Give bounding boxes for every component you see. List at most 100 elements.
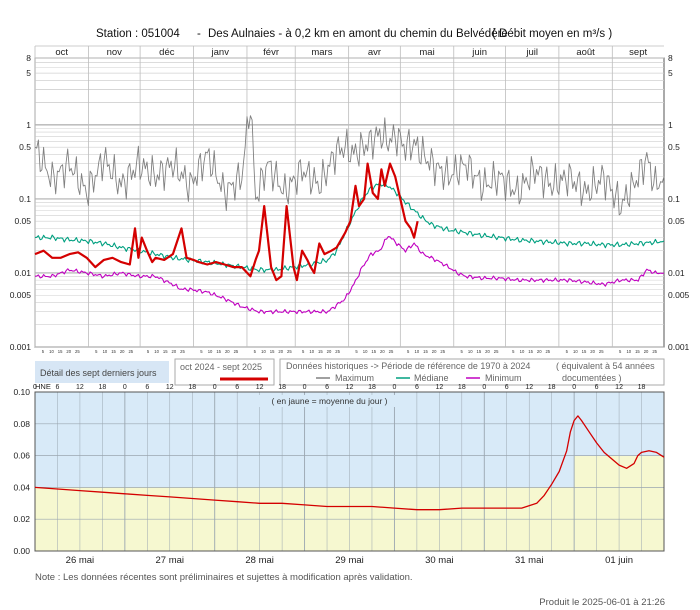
recent-hour-tick-label: 6 xyxy=(56,384,60,391)
annual-month-label: sept xyxy=(629,47,647,58)
annual-day-tick-label: 25 xyxy=(545,349,550,354)
annual-day-tick-label: 25 xyxy=(234,349,239,354)
annual-day-tick-label: 15 xyxy=(216,349,221,354)
annual-day-tick-label: 20 xyxy=(537,349,542,354)
annual-day-tick-label: 15 xyxy=(58,349,63,354)
maximum-legend-label: Maximum xyxy=(335,373,374,383)
annual-day-tick-label: 5 xyxy=(619,349,622,354)
annual-day-tick-label: 25 xyxy=(440,349,445,354)
annual-day-tick-label: 15 xyxy=(111,349,116,354)
annual-y-tick-left: 5 xyxy=(26,68,31,78)
annual-y-tick-right: 1 xyxy=(668,120,673,130)
annual-day-tick-label: 10 xyxy=(261,349,266,354)
annual-day-tick-label: 15 xyxy=(635,349,640,354)
annual-day-tick-label: 25 xyxy=(180,349,185,354)
annual-day-tick-label: 10 xyxy=(309,349,314,354)
recent-title-backdrop xyxy=(252,395,407,407)
annual-chart-series xyxy=(34,115,665,315)
annual-month-label: févr xyxy=(263,47,279,58)
annual-day-tick-label: 25 xyxy=(75,349,80,354)
annual-day-tick-label: 5 xyxy=(566,349,569,354)
recent-hour-tick-label: 12 xyxy=(256,384,264,391)
annual-y-tick-right: 8 xyxy=(668,53,673,63)
annual-day-tick-label: 5 xyxy=(147,349,150,354)
annual-y-tick-left: 1 xyxy=(26,120,31,130)
annual-y-tick-right: 0.01 xyxy=(668,268,685,278)
annual-day-tick-label: 25 xyxy=(389,349,394,354)
recent-days-box xyxy=(35,361,169,383)
recent-chart-series xyxy=(34,415,665,511)
recent-y-tick-label: 0.04 xyxy=(13,482,30,492)
annual-y-tick-right: 0.05 xyxy=(668,216,685,226)
annual-day-tick-label: 5 xyxy=(200,349,203,354)
annual-day-tick-label: 10 xyxy=(208,349,213,354)
recent-day-label: 01 juin xyxy=(605,555,633,566)
annual-y-tick-right: 0.5 xyxy=(668,142,680,152)
annual-y-tick-right: 0.1 xyxy=(668,194,680,204)
recent-hour-tick-label: 12 xyxy=(525,384,533,391)
annual-day-tick-label: 25 xyxy=(128,349,133,354)
recent-hour-tick-label: 18 xyxy=(548,384,556,391)
recent-hour-tick-label: 6 xyxy=(145,384,149,391)
unit-label: ( Débit moyen en m³/s ) xyxy=(492,28,612,40)
annual-y-tick-left: 0.001 xyxy=(10,342,32,352)
recent-hour-tick-label: 18 xyxy=(368,384,376,391)
annual-month-label: déc xyxy=(159,47,175,58)
recent-hour-tick-label: 6 xyxy=(505,384,509,391)
annual-day-tick-label: 20 xyxy=(327,349,332,354)
recent-y-tick-label: 0.10 xyxy=(13,387,30,397)
annual-month-label: juil xyxy=(525,47,538,58)
annual-month-label: juin xyxy=(471,47,487,58)
historical-period-label: Données historiques -> Période de référe… xyxy=(286,361,530,371)
recent-y-tick-label: 0.00 xyxy=(13,546,30,556)
annual-day-tick-label: 20 xyxy=(278,349,283,354)
annual-day-tick-label: 10 xyxy=(468,349,473,354)
annual-month-label: nov xyxy=(107,47,123,58)
annual-y-tick-left: 0.01 xyxy=(14,268,31,278)
annual-day-tick-label: 25 xyxy=(494,349,499,354)
recent-flow-line xyxy=(34,415,665,511)
station-label: Station : 051004 xyxy=(96,28,180,40)
recent-day-label: 31 mai xyxy=(515,555,544,566)
median-legend-label: Médiane xyxy=(414,373,449,383)
annual-month-label: mai xyxy=(419,47,434,58)
annual-day-tick-label: 10 xyxy=(103,349,108,354)
annual-day-tick-label: 20 xyxy=(485,349,490,354)
annual-day-tick-label: 20 xyxy=(644,349,649,354)
annual-day-tick-label: 10 xyxy=(363,349,368,354)
historical-legend-box xyxy=(279,358,665,386)
annual-day-tick-label: 25 xyxy=(335,349,340,354)
annual-day-tick-label: 15 xyxy=(528,349,533,354)
annual-y-tick-left: 0.5 xyxy=(19,142,31,152)
annual-day-tick-label: 15 xyxy=(270,349,275,354)
annual-day-tick-label: 20 xyxy=(225,349,230,354)
annual-y-tick-left: 0.1 xyxy=(19,194,31,204)
annual-day-tick-label: 5 xyxy=(355,349,358,354)
recent-hour-tick-label: 18 xyxy=(98,384,106,391)
recent-y-tick-label: 0.02 xyxy=(13,514,30,524)
recent-days-label: Détail des sept derniers jours xyxy=(40,368,157,378)
annual-y-tick-left: 0.05 xyxy=(14,216,31,226)
historical-years-label: ( équivalent à 54 années xyxy=(556,361,655,371)
recent-plot-frame xyxy=(34,391,665,552)
annual-day-tick-label: 25 xyxy=(287,349,292,354)
recent-day-label: 29 mai xyxy=(335,555,364,566)
current-period-box xyxy=(174,358,275,386)
recent-day-label: 27 mai xyxy=(156,555,185,566)
annual-y-tick-left: 0.005 xyxy=(10,290,32,300)
recent-hour-tick-label: 18 xyxy=(458,384,466,391)
recent-chart-grid xyxy=(34,391,665,552)
annual-day-tick-label: 15 xyxy=(163,349,168,354)
recent-hour-tick-label: 6 xyxy=(595,384,599,391)
annual-day-tick-label: 15 xyxy=(477,349,482,354)
recent-hour-tick-label: 6 xyxy=(415,384,419,391)
recent-hour-tick-label: 12 xyxy=(166,384,174,391)
recent-hour-tick-label: 0 xyxy=(392,384,396,391)
annual-series-maximum-line xyxy=(34,115,665,216)
recent-hour-tick-label: 6 xyxy=(325,384,329,391)
annual-day-tick-label: 15 xyxy=(423,349,428,354)
annual-day-tick-label: 10 xyxy=(49,349,54,354)
recent-y-tick-label: 0.08 xyxy=(13,419,30,429)
